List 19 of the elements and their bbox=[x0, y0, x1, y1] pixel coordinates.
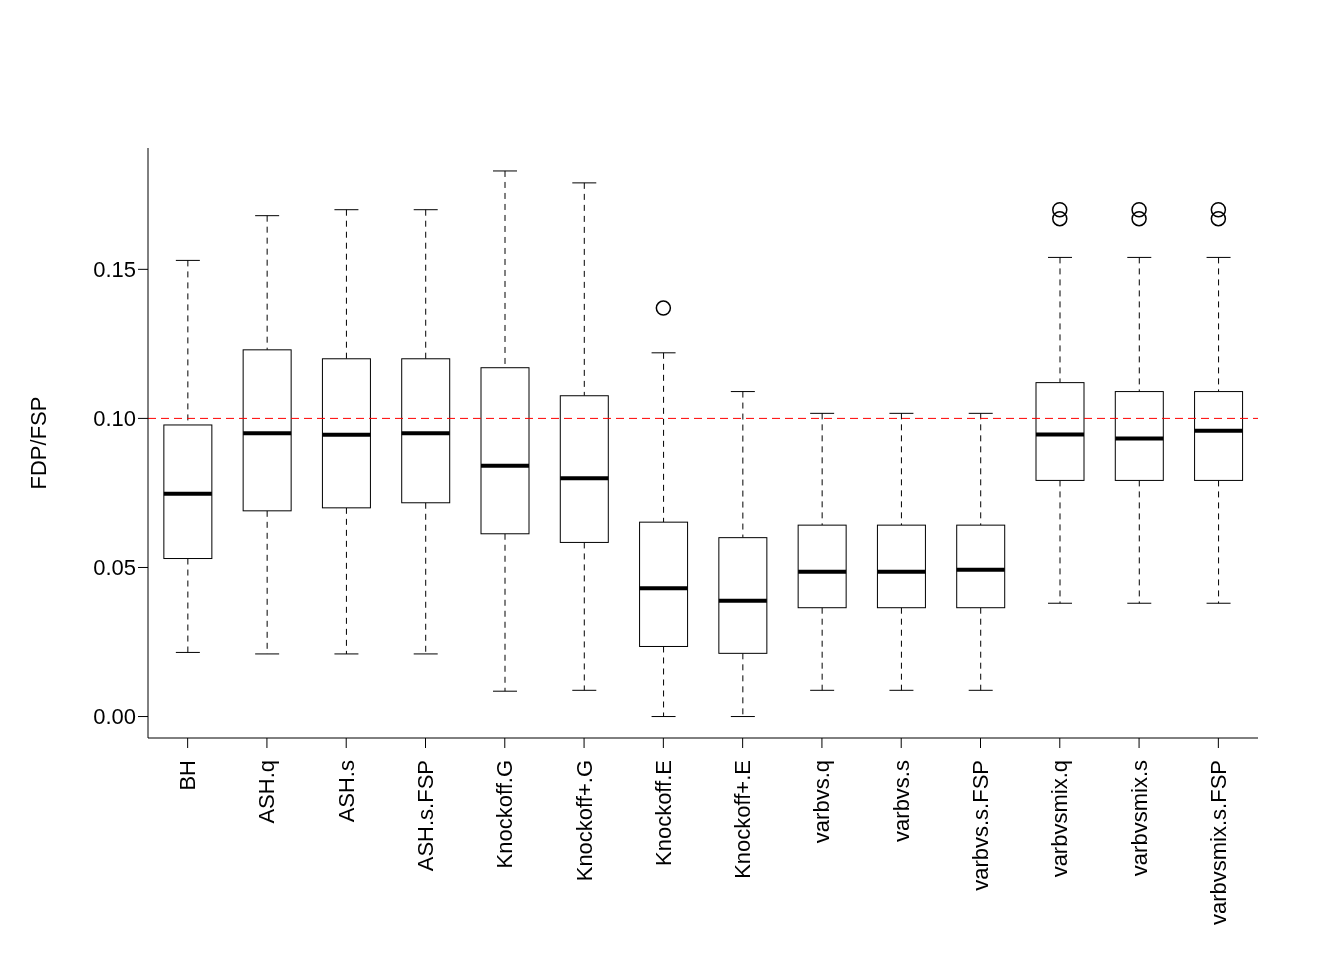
x-tick-label: ASH.s.FSP bbox=[413, 760, 438, 872]
y-tick-label: 0.05 bbox=[93, 555, 136, 581]
x-tick-label: Knockoff.G bbox=[492, 760, 518, 869]
x-tick-label: varbvsmix.q bbox=[1047, 760, 1073, 878]
x-tick-label: varbvsmix.s bbox=[1126, 760, 1152, 877]
y-tick-label: 0.10 bbox=[93, 406, 136, 432]
y-tick-label: 0.15 bbox=[93, 257, 136, 283]
x-tick-label: Knockoff.E bbox=[650, 760, 676, 866]
x-tick-label: varbvs.q bbox=[809, 760, 835, 844]
x-tick-label: ASH.q bbox=[254, 760, 280, 824]
x-tick-label: Knockoff+.E bbox=[730, 760, 756, 879]
x-tick-label: varbvs.s bbox=[888, 760, 914, 842]
x-tick-label: varbvsmix.s.FSP bbox=[1205, 760, 1231, 926]
x-tick-label: varbvs.s.FSP bbox=[968, 760, 993, 891]
y-axis-title: FDP/FSP bbox=[25, 396, 51, 490]
x-tick-label: BH bbox=[175, 760, 201, 791]
x-tick-label: Knockoff+.G bbox=[571, 760, 597, 882]
y-tick-label: 0.00 bbox=[93, 704, 136, 730]
x-tick-label: ASH.s bbox=[333, 760, 359, 823]
